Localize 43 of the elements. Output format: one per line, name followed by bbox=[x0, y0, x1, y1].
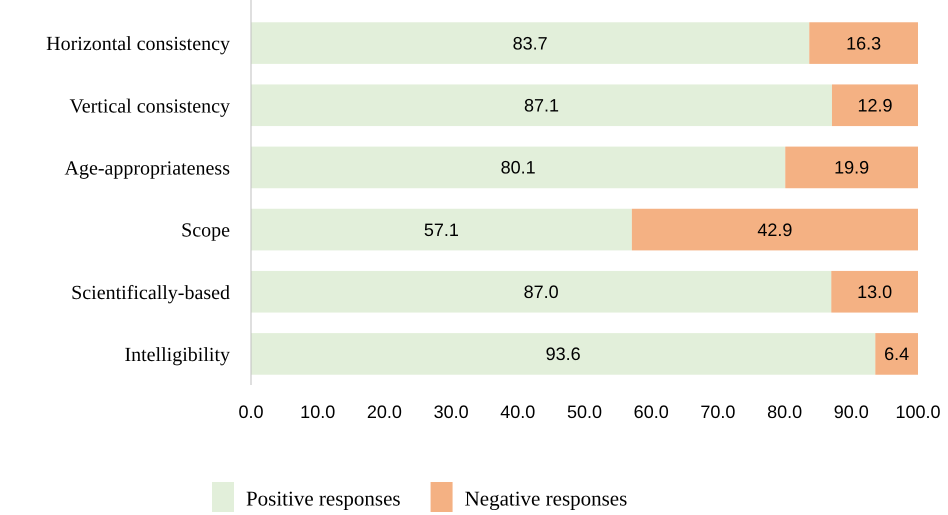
data-label: 16.3 bbox=[846, 33, 882, 54]
y-tick-label: Intelligibility bbox=[124, 344, 230, 366]
x-tick-label: 10.0 bbox=[300, 402, 336, 422]
x-tick-label: 60.0 bbox=[634, 402, 669, 422]
data-label: 42.9 bbox=[757, 220, 792, 240]
data-label: 83.7 bbox=[512, 33, 548, 54]
bar bbox=[809, 22, 918, 64]
y-tick-label: Age-appropriateness bbox=[64, 157, 230, 180]
bar bbox=[251, 270, 832, 313]
x-tick-label: 30.0 bbox=[434, 402, 469, 422]
y-tick-label: Vertical consistency bbox=[70, 95, 230, 118]
bar bbox=[251, 22, 810, 64]
data-label: 87.1 bbox=[524, 96, 559, 116]
bar bbox=[251, 208, 632, 250]
data-label: 80.1 bbox=[500, 158, 536, 178]
bar bbox=[875, 333, 918, 375]
bar bbox=[832, 84, 918, 126]
x-tick-label: 0.0 bbox=[238, 402, 264, 422]
data-label: 6.4 bbox=[884, 344, 910, 364]
legend-label: Negative responses bbox=[464, 486, 628, 510]
data-label: 12.9 bbox=[857, 96, 892, 116]
bar bbox=[251, 84, 832, 126]
x-tick-label: 40.0 bbox=[500, 402, 536, 422]
x-tick-label: 70.0 bbox=[700, 402, 736, 422]
data-label: 87.0 bbox=[524, 282, 559, 302]
x-tick-label: 100.0 bbox=[895, 402, 941, 422]
bar bbox=[632, 208, 918, 250]
bar bbox=[831, 270, 918, 313]
legend-label: Positive responses bbox=[246, 486, 401, 510]
data-label: 93.6 bbox=[546, 344, 581, 364]
y-tick-label: Scope bbox=[181, 220, 230, 242]
data-label: 57.1 bbox=[424, 220, 459, 240]
data-label: 13.0 bbox=[857, 282, 892, 302]
bar bbox=[785, 146, 918, 188]
data-label: 19.9 bbox=[834, 158, 870, 178]
x-tick-label: 50.0 bbox=[566, 402, 602, 422]
bar bbox=[251, 146, 786, 188]
x-tick-label: 90.0 bbox=[834, 402, 869, 422]
x-tick-label: 20.0 bbox=[366, 402, 402, 422]
x-tick-label: 80.0 bbox=[767, 402, 802, 422]
y-tick-label: Horizontal consistency bbox=[46, 33, 230, 56]
bar bbox=[251, 333, 876, 375]
y-tick-label: Scientifically-based bbox=[71, 282, 230, 304]
